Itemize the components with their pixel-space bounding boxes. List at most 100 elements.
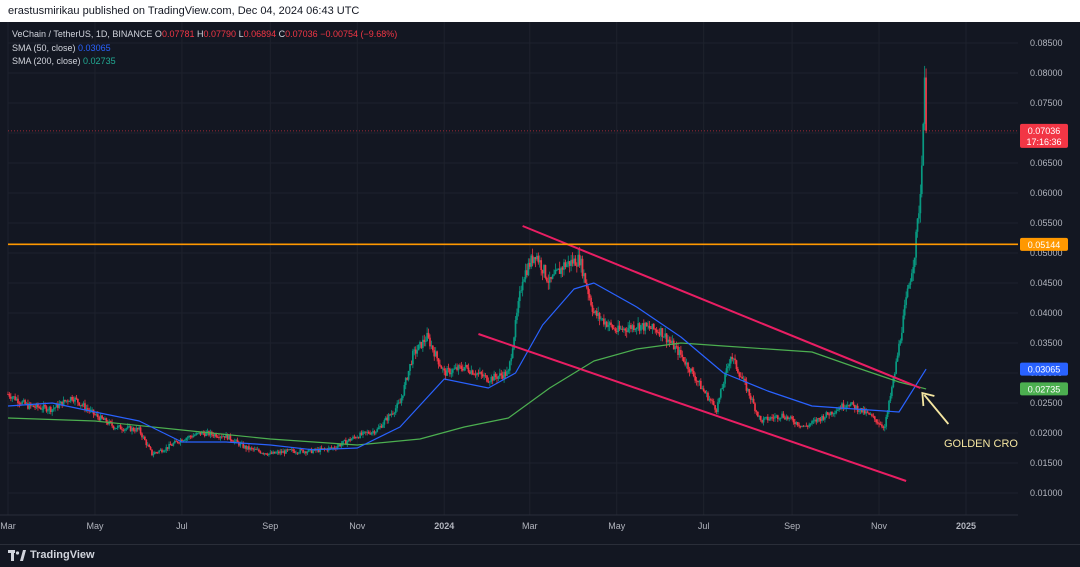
- candle-body: [340, 443, 343, 447]
- candle-body: [414, 349, 417, 354]
- candle-body: [845, 405, 848, 408]
- candle-body: [775, 415, 778, 417]
- candle-body: [795, 422, 798, 425]
- candle-body: [500, 373, 503, 376]
- candle-body: [697, 380, 699, 383]
- candle-body: [317, 449, 320, 453]
- candle-body: [630, 325, 632, 330]
- close-label: C: [278, 29, 286, 39]
- candle-body: [580, 258, 582, 266]
- candle-body: [735, 360, 738, 369]
- candle-body: [24, 400, 26, 404]
- y-tick-label: 0.02500: [1030, 398, 1063, 408]
- candle-body: [715, 409, 718, 413]
- candle-body: [125, 428, 128, 430]
- candle-body: [434, 351, 437, 357]
- candle-body: [86, 408, 89, 410]
- candle-body: [27, 403, 29, 409]
- candle-body: [444, 370, 447, 376]
- candle-body: [209, 431, 212, 436]
- tradingview-logo[interactable]: TradingView: [8, 549, 95, 561]
- candle-body: [54, 407, 56, 409]
- chart-area[interactable]: GOLDEN CROS 0.01000 0.01500 0.02000 0.02500…: [0, 22, 1080, 544]
- candle-body: [457, 365, 460, 371]
- candle-body: [627, 328, 629, 332]
- candle-body: [136, 428, 139, 430]
- candle-body: [564, 262, 567, 267]
- candle-body: [282, 451, 284, 453]
- candle-body: [28, 403, 31, 409]
- candle-body: [560, 267, 562, 274]
- candle-body: [477, 373, 480, 375]
- candle-body: [858, 411, 860, 413]
- candle-body: [744, 378, 746, 382]
- candle-body: [18, 403, 21, 404]
- candle-body: [625, 330, 628, 332]
- candle-body: [235, 439, 237, 441]
- candle-body: [714, 405, 716, 410]
- price-chart[interactable]: GOLDEN CROS 0.01000 0.01500 0.02000 0.02500…: [0, 22, 1080, 544]
- candle-body: [784, 417, 786, 420]
- candle-body: [192, 435, 195, 438]
- candle-body: [906, 288, 909, 298]
- candle-body: [104, 418, 106, 420]
- candle-body: [503, 371, 505, 379]
- candle-body: [724, 373, 726, 384]
- candle-body: [593, 311, 595, 313]
- candle-body: [665, 333, 668, 343]
- candle-body: [386, 417, 389, 421]
- candle-body: [19, 403, 22, 405]
- candle-body: [161, 449, 163, 453]
- candle-body: [144, 436, 146, 441]
- candle-body: [55, 403, 58, 408]
- candle-body: [839, 408, 842, 410]
- price-axis-panel: [1018, 22, 1080, 544]
- candle-body: [138, 427, 141, 430]
- x-tick-label: Nov: [349, 521, 366, 531]
- candle-body: [62, 399, 65, 406]
- candle-body: [919, 194, 922, 214]
- candle-body: [300, 449, 303, 450]
- candle-body: [674, 346, 677, 350]
- candle-body: [828, 414, 830, 416]
- candle-body: [78, 402, 81, 406]
- candle-body: [252, 448, 255, 450]
- candle-body: [178, 442, 180, 444]
- candle-body: [176, 441, 179, 443]
- candle-body: [183, 440, 186, 441]
- sma200-value: 0.02735: [83, 56, 116, 66]
- candle-body: [76, 398, 79, 403]
- candle-body: [360, 432, 363, 435]
- candle-body: [711, 400, 714, 402]
- symbol-label[interactable]: VeChain / TetherUS, 1D, BINANCE: [12, 29, 153, 39]
- candle-body: [249, 447, 252, 450]
- candle-body: [885, 417, 888, 427]
- candle-body: [513, 337, 515, 349]
- candle-body: [925, 77, 927, 131]
- publisher-text: erastusmirikau published on TradingView.…: [8, 5, 360, 17]
- candle-body: [709, 399, 712, 401]
- candle-body: [441, 368, 444, 370]
- candle-body: [483, 375, 486, 377]
- tradingview-icon: [8, 549, 26, 561]
- candle-body: [32, 405, 35, 408]
- candle-body: [191, 436, 193, 438]
- legend-sma50[interactable]: SMA (50, close) 0.03065: [12, 42, 397, 56]
- low-value: 0.06894: [243, 29, 277, 39]
- legend-sma200[interactable]: SMA (200, close) 0.02735: [12, 55, 397, 69]
- candle-body: [149, 446, 152, 450]
- candle-body: [514, 320, 517, 338]
- candle-body: [826, 412, 829, 415]
- candle-body: [588, 294, 591, 298]
- candle-body: [698, 380, 701, 383]
- candle-body: [662, 336, 665, 338]
- candle-body: [851, 402, 853, 404]
- candle-body: [37, 404, 39, 408]
- candle-body: [245, 445, 247, 450]
- candle-body: [805, 425, 808, 427]
- candle-body: [349, 438, 351, 441]
- candle-body: [732, 358, 735, 360]
- candle-body: [501, 375, 504, 379]
- candle-body: [641, 323, 644, 326]
- candle-body: [256, 449, 259, 451]
